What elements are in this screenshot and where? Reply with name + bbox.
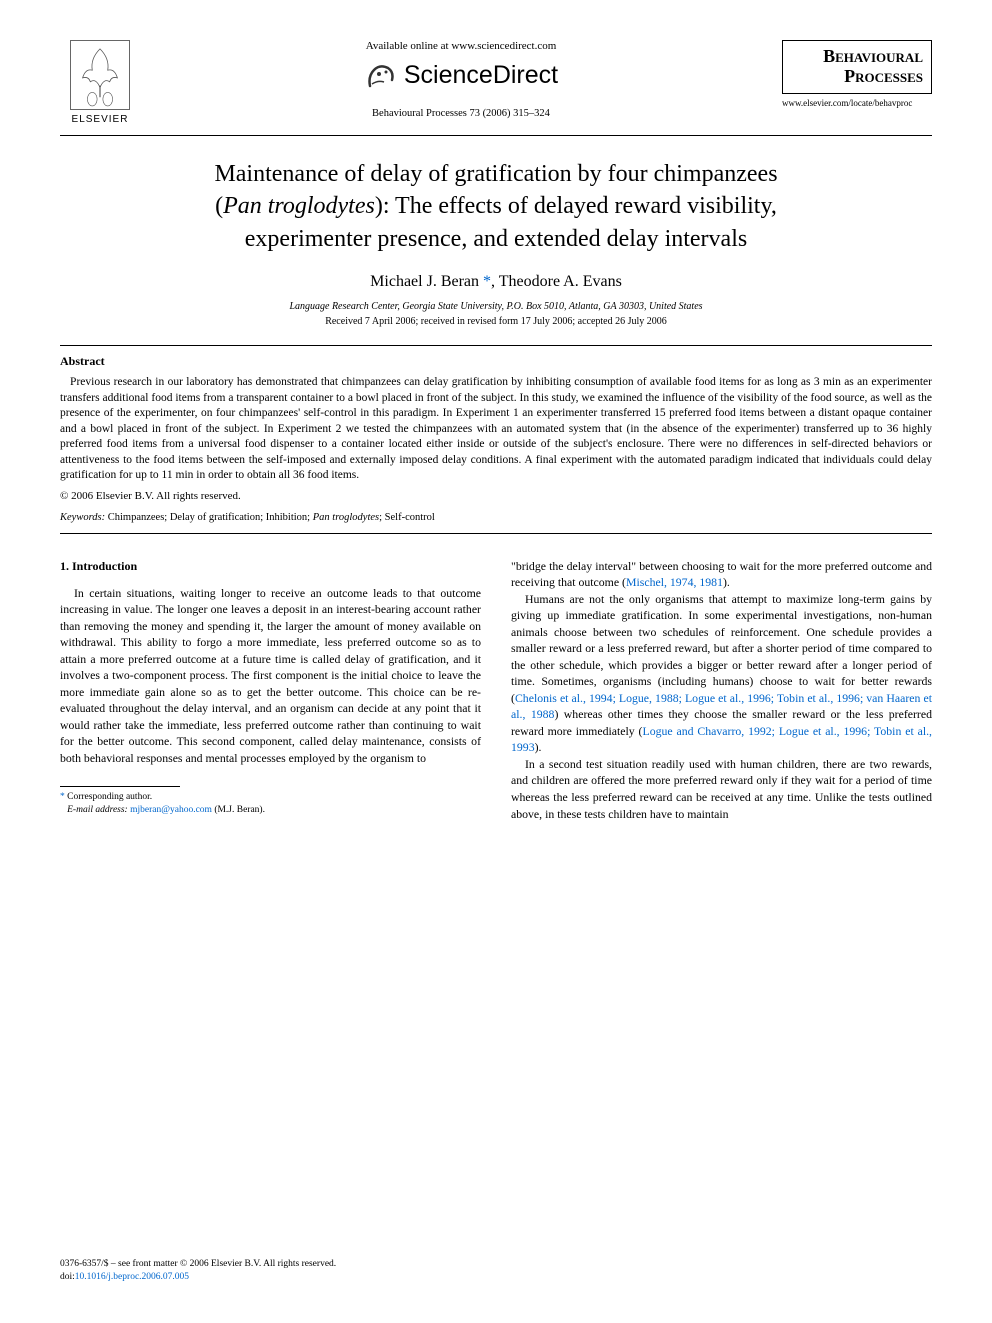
top-rule	[60, 135, 932, 136]
body-columns: 1. Introduction In certain situations, w…	[60, 558, 932, 822]
keywords-a: Chimpanzees; Delay of gratification; Inh…	[105, 512, 313, 523]
intro-p4: In a second test situation readily used …	[511, 756, 932, 822]
keywords-b: ; Self-control	[379, 512, 435, 523]
journal-reference: Behavioural Processes 73 (2006) 315–324	[372, 108, 550, 119]
corr-name: (M.J. Beran).	[212, 805, 265, 815]
sciencedirect-logo: ScienceDirect	[364, 58, 558, 92]
elsevier-logo: ELSEVIER	[60, 40, 140, 125]
title-line-1: Maintenance of delay of gratification by…	[214, 161, 777, 187]
abstract-copyright: © 2006 Elsevier B.V. All rights reserved…	[60, 490, 932, 502]
sciencedirect-text: ScienceDirect	[404, 61, 558, 90]
keywords: Keywords: Chimpanzees; Delay of gratific…	[60, 512, 932, 523]
corr-email[interactable]: mjberan@yahoo.com	[130, 805, 212, 815]
cite-mischel[interactable]: Mischel, 1974, 1981	[626, 575, 723, 589]
keywords-label: Keywords:	[60, 512, 105, 523]
corresponding-star-icon: *	[479, 273, 491, 290]
author-1: Michael J. Beran	[370, 273, 479, 290]
intro-p1: In certain situations, waiting longer to…	[60, 585, 481, 767]
corr-divider	[60, 786, 180, 787]
authors: Michael J. Beran *, Theodore A. Evans	[60, 273, 932, 291]
abstract-heading: Abstract	[60, 354, 932, 369]
abstract-body: Previous research in our laboratory has …	[60, 375, 932, 484]
elsevier-text: ELSEVIER	[72, 114, 129, 125]
corresponding-author: * Corresponding author. E-mail address: …	[60, 791, 481, 816]
right-column: "bridge the delay interval" between choo…	[511, 558, 932, 822]
affiliation: Language Research Center, Georgia State …	[60, 301, 932, 312]
abstract-top-rule	[60, 345, 932, 346]
doi-label: doi:	[60, 1272, 75, 1282]
title-species: Pan troglodytes	[223, 193, 375, 219]
corr-label: Corresponding author.	[65, 792, 152, 802]
elsevier-tree-icon	[70, 40, 130, 110]
keywords-em: Pan troglodytes	[313, 512, 379, 523]
intro-p2: "bridge the delay interval" between choo…	[511, 558, 932, 591]
article-dates: Received 7 April 2006; received in revis…	[60, 316, 932, 327]
doi-link[interactable]: 10.1016/j.beproc.2006.07.005	[75, 1272, 189, 1282]
sciencedirect-icon	[364, 58, 398, 92]
footer: 0376-6357/$ – see front matter © 2006 El…	[60, 1258, 336, 1283]
section-1-heading: 1. Introduction	[60, 558, 481, 575]
author-sep: ,	[491, 273, 499, 290]
p3c: ).	[535, 740, 542, 754]
journal-name-1: Behavioural	[823, 47, 923, 67]
header-row: ELSEVIER Available online at www.science…	[60, 40, 932, 125]
journal-name-2: Processes	[844, 67, 923, 87]
title-line-2a: (	[215, 193, 223, 219]
intro-p3: Humans are not the only organisms that a…	[511, 591, 932, 756]
center-header: Available online at www.sciencedirect.co…	[160, 40, 762, 119]
abstract-bottom-rule	[60, 533, 932, 534]
journal-url: www.elsevier.com/locate/behavproc	[782, 98, 932, 108]
title-line-2b: ): The effects of delayed reward visibil…	[375, 193, 777, 219]
corr-email-label: E-mail address:	[67, 805, 130, 815]
title-line-3: experimenter presence, and extended dela…	[245, 226, 747, 252]
author-2: Theodore A. Evans	[499, 273, 622, 290]
journal-box-wrap: Behavioural Processes www.elsevier.com/l…	[782, 40, 932, 108]
article-title: Maintenance of delay of gratification by…	[100, 158, 892, 255]
journal-box: Behavioural Processes	[782, 40, 932, 94]
p3a: Humans are not the only organisms that a…	[511, 592, 932, 705]
footer-copyright: 0376-6357/$ – see front matter © 2006 El…	[60, 1259, 336, 1269]
abstract-text: Previous research in our laboratory has …	[60, 376, 932, 481]
left-column: 1. Introduction In certain situations, w…	[60, 558, 481, 822]
available-online-text: Available online at www.sciencedirect.co…	[366, 40, 557, 52]
p2b: ).	[723, 575, 730, 589]
